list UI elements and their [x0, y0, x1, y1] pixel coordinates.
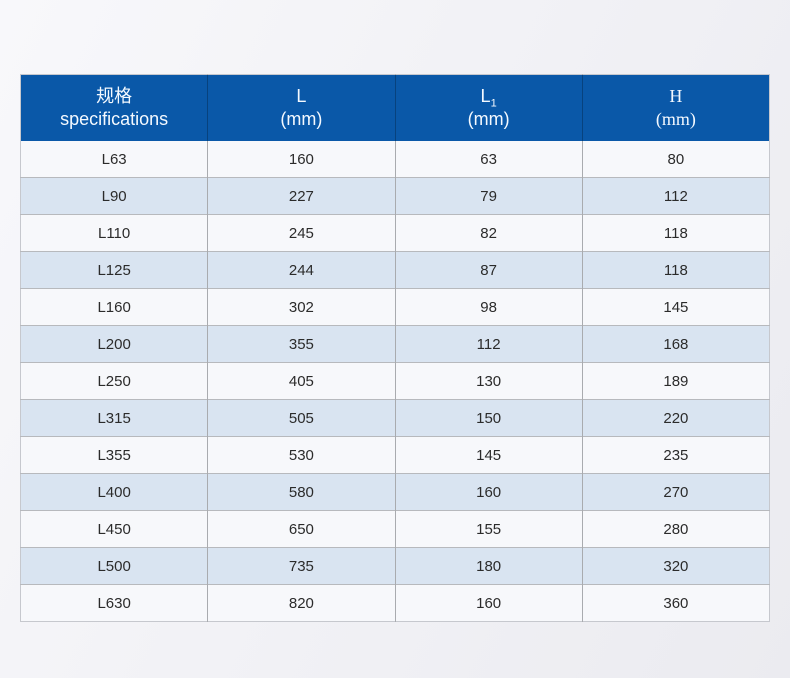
- spec-value-cell: 302: [207, 288, 396, 326]
- header-line-en: specifications: [60, 109, 169, 129]
- table-row: L160 302 98 145: [20, 288, 770, 326]
- spec-value-cell: 98: [395, 288, 583, 326]
- spec-value-cell: 245: [207, 214, 396, 252]
- spec-value-cell: 355: [207, 325, 396, 363]
- spec-value-cell: 112: [395, 325, 583, 363]
- spec-name-cell: L250: [20, 362, 209, 400]
- table-row: L355 530 145 235: [20, 436, 770, 474]
- spec-value-cell: 180: [395, 547, 583, 585]
- table-row: L110 245 82 118: [20, 214, 770, 252]
- table-row: L500 735 180 320: [20, 547, 770, 585]
- spec-value-cell: 235: [582, 436, 770, 474]
- spec-name-cell: L90: [20, 177, 209, 215]
- header-unit: (mm): [655, 109, 696, 129]
- spec-table-body: L63 160 63 80 L90 227 79 112 L110 245 82 118 L125 244…: [20, 141, 770, 622]
- header-symbol: L: [296, 86, 307, 106]
- spec-value-cell: 145: [582, 288, 770, 326]
- col-header-H: H (mm): [582, 74, 770, 141]
- spec-value-cell: 405: [207, 362, 396, 400]
- spec-value-cell: 79: [395, 177, 583, 215]
- spec-name-cell: L450: [20, 510, 209, 548]
- table-row: L450 650 155 280: [20, 510, 770, 548]
- spec-value-cell: 270: [582, 473, 770, 511]
- spec-name-cell: L160: [20, 288, 209, 326]
- spec-value-cell: 244: [207, 251, 396, 289]
- spec-name-cell: L63: [20, 141, 209, 178]
- spec-value-cell: 280: [582, 510, 770, 548]
- table-row: L250 405 130 189: [20, 362, 770, 400]
- table-row: L315 505 150 220: [20, 399, 770, 437]
- spec-value-cell: 650: [207, 510, 396, 548]
- header-symbol: L1: [480, 86, 497, 110]
- spec-value-cell: 530: [207, 436, 396, 474]
- spec-name-cell: L500: [20, 547, 209, 585]
- header-unit: (mm): [467, 109, 510, 129]
- table-row: L200 355 112 168: [20, 325, 770, 363]
- spec-name-cell: L125: [20, 251, 209, 289]
- spec-value-cell: 580: [207, 473, 396, 511]
- col-header-L1: L1 (mm): [395, 74, 583, 141]
- table-header: 规格 specifications L (mm) L1 (mm) H (mm): [20, 74, 770, 141]
- specifications-table-container: 规格 specifications L (mm) L1 (mm) H (mm) …: [20, 74, 770, 622]
- header-line-cn: 规格: [96, 86, 133, 106]
- spec-value-cell: 82: [395, 214, 583, 252]
- spec-name-cell: L355: [20, 436, 209, 474]
- specifications-table: 规格 specifications L (mm) L1 (mm) H (mm) …: [20, 74, 770, 622]
- spec-value-cell: 118: [582, 251, 770, 289]
- spec-name-cell: L315: [20, 399, 209, 437]
- table-row: L90 227 79 112: [20, 177, 770, 215]
- spec-value-cell: 160: [395, 473, 583, 511]
- spec-value-cell: 118: [582, 214, 770, 252]
- spec-value-cell: 505: [207, 399, 396, 437]
- spec-value-cell: 80: [582, 141, 770, 178]
- spec-name-cell: L400: [20, 473, 209, 511]
- spec-value-cell: 820: [207, 584, 396, 622]
- subscript: 1: [490, 97, 497, 110]
- header-unit: (mm): [280, 109, 323, 129]
- spec-value-cell: 168: [582, 325, 770, 363]
- spec-name-cell: L200: [20, 325, 209, 363]
- spec-value-cell: 145: [395, 436, 583, 474]
- table-row: L63 160 63 80: [20, 141, 770, 178]
- spec-value-cell: 130: [395, 362, 583, 400]
- spec-value-cell: 320: [582, 547, 770, 585]
- spec-value-cell: 160: [395, 584, 583, 622]
- table-row: L400 580 160 270: [20, 473, 770, 511]
- spec-value-cell: 360: [582, 584, 770, 622]
- header-symbol: H: [669, 86, 683, 106]
- spec-value-cell: 150: [395, 399, 583, 437]
- spec-name-cell: L630: [20, 584, 209, 622]
- spec-value-cell: 227: [207, 177, 396, 215]
- spec-value-cell: 189: [582, 362, 770, 400]
- table-row: L125 244 87 118: [20, 251, 770, 289]
- spec-value-cell: 220: [582, 399, 770, 437]
- spec-name-cell: L110: [20, 214, 209, 252]
- spec-value-cell: 87: [395, 251, 583, 289]
- header-row: 规格 specifications L (mm) L1 (mm) H (mm): [20, 74, 770, 141]
- col-header-specifications: 规格 specifications: [20, 74, 209, 141]
- spec-value-cell: 160: [207, 141, 396, 178]
- spec-value-cell: 63: [395, 141, 583, 178]
- spec-value-cell: 112: [582, 177, 770, 215]
- spec-value-cell: 735: [207, 547, 396, 585]
- spec-value-cell: 155: [395, 510, 583, 548]
- col-header-L: L (mm): [207, 74, 396, 141]
- table-row: L630 820 160 360: [20, 584, 770, 622]
